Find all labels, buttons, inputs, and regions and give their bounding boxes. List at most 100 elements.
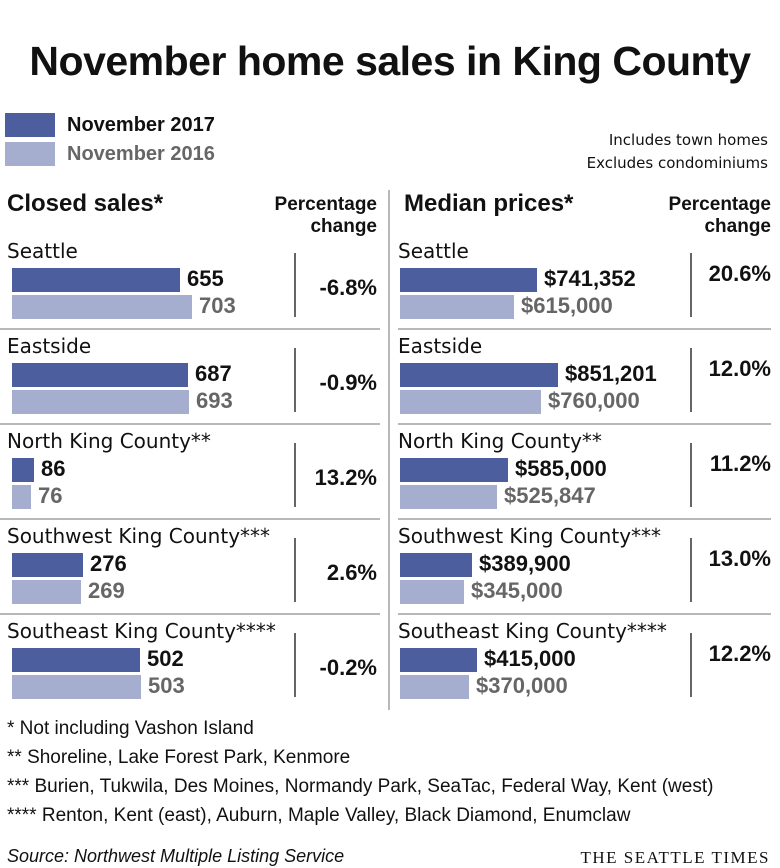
category-label: North King County** (398, 429, 602, 453)
percent-change-value: -6.8% (319, 275, 377, 300)
percent-change-value: -0.9% (319, 370, 377, 395)
percent-divider (690, 443, 692, 507)
value-label-2017: $415,000 (484, 646, 576, 671)
panel-title: Closed sales* (7, 190, 164, 217)
row-separator (398, 518, 771, 520)
bar-2017 (12, 553, 83, 577)
value-label-2016: $525,847 (504, 483, 596, 508)
chart-row: North King County** 86 76 13.2% (0, 423, 380, 524)
note-excludes: Excludes condominiums (586, 154, 768, 172)
row-separator (0, 613, 380, 615)
value-label-2016: 76 (38, 483, 63, 508)
value-label-2017: $585,000 (515, 456, 607, 481)
bar-2017 (12, 648, 140, 672)
percent-change-value: 13.0% (708, 546, 771, 571)
percent-change-value: 2.6% (326, 560, 377, 585)
chart-title: November home sales in King County (29, 38, 751, 84)
value-label-2017: $389,900 (479, 551, 571, 576)
value-label-2016: 703 (199, 293, 236, 318)
panel-median-prices: Median prices* Percentage change Seattle… (398, 190, 771, 710)
chart-row: Southwest King County*** 276 269 2.6% (0, 518, 380, 619)
panel-title: Median prices* (404, 190, 574, 217)
percent-change-value: 12.0% (708, 356, 771, 381)
value-label-2017: $851,201 (565, 361, 657, 386)
chart-row: Southeast King County**** $415,000 $370,00… (398, 613, 771, 714)
bar-2017 (400, 458, 508, 482)
percent-divider (690, 633, 692, 697)
percent-change-value: 11.2% (709, 451, 771, 476)
category-label: Southwest King County*** (398, 524, 662, 548)
percent-change-header-line2: change (704, 216, 771, 237)
panel-closed-sales: Closed sales* Percentage change Seattle 6… (0, 190, 380, 710)
percent-divider (294, 253, 296, 317)
percent-divider (294, 443, 296, 507)
legend-swatch-2016 (5, 142, 55, 166)
percent-divider (294, 633, 296, 697)
bar-2017 (12, 268, 180, 292)
bar-2016 (400, 295, 514, 319)
category-label: Eastside (398, 334, 483, 358)
value-label-2016: $760,000 (548, 388, 640, 413)
chart-row: Eastside $851,201 $760,000 12.0% (398, 328, 771, 429)
bar-2017 (400, 268, 537, 292)
bar-2017 (12, 458, 34, 482)
percent-change-header-line1: Percentage (274, 194, 377, 215)
note-includes: Includes town homes (608, 131, 768, 149)
bar-2016 (400, 675, 469, 699)
percent-divider (690, 348, 692, 412)
percent-divider (294, 538, 296, 602)
legend-item-2017: November 2017 (5, 112, 215, 138)
legend-label-2017: November 2017 (67, 113, 215, 136)
footnote-1: * Not including Vashon Island (7, 718, 254, 739)
category-label: Seattle (7, 239, 78, 263)
bar-2016 (400, 580, 464, 604)
chart-row: Southwest King County*** $389,900 $345,000… (398, 518, 771, 619)
footnote-2: ** Shoreline, Lake Forest Park, Kenmore (7, 747, 351, 768)
value-label-2016: $345,000 (471, 578, 563, 603)
chart-row: Eastside 687 693 -0.9% (0, 328, 380, 429)
bar-2017 (12, 363, 188, 387)
bar-2016 (12, 580, 81, 604)
value-label-2017: 86 (41, 456, 66, 481)
value-label-2016: $370,000 (476, 673, 568, 698)
value-label-2016: $615,000 (521, 293, 613, 318)
category-label: Eastside (7, 334, 92, 358)
bar-2017 (400, 648, 477, 672)
category-label: Seattle (398, 239, 469, 263)
source-credit: Source: Northwest Multiple Listing Servi… (7, 846, 345, 866)
percent-change-value: -0.2% (319, 655, 377, 680)
legend-item-2016: November 2016 (5, 141, 215, 167)
bar-2016 (400, 390, 541, 414)
row-separator (398, 613, 771, 615)
chart-row: Southeast King County**** 502 503 -0.2% (0, 613, 380, 714)
category-label: North King County** (7, 429, 211, 453)
column-divider (388, 190, 390, 710)
percent-divider (294, 348, 296, 412)
chart-row: Seattle $741,352 $615,000 20.6% (398, 239, 771, 334)
percent-divider (690, 538, 692, 602)
percent-change-value: 12.2% (708, 641, 771, 666)
row-separator (0, 328, 380, 330)
value-label-2016: 503 (148, 673, 185, 698)
bar-2016 (12, 485, 31, 509)
value-label-2016: 693 (196, 388, 233, 413)
percent-change-value: 13.2% (314, 465, 377, 490)
row-separator (398, 328, 771, 330)
percent-change-header: Percentage change (669, 194, 771, 238)
bar-2017 (400, 363, 558, 387)
chart-row: North King County** $585,000 $525,847 11.2% (398, 423, 771, 524)
percent-change-header-line2: change (310, 216, 377, 237)
legend-swatch-2017 (5, 113, 55, 137)
percent-change-header: Percentage change (275, 194, 377, 238)
legend-label-2016: November 2016 (67, 142, 215, 165)
footnote-3: *** Burien, Tukwila, Des Moines, Normand… (7, 776, 714, 797)
value-label-2017: 687 (195, 361, 232, 386)
value-label-2017: 276 (90, 551, 127, 576)
bar-2017 (400, 553, 472, 577)
value-label-2017: 502 (147, 646, 184, 671)
publisher-logo: THE SEATTLE TIMES (580, 848, 770, 867)
percent-divider (690, 253, 692, 317)
footnote-4: **** Renton, Kent (east), Auburn, Maple … (7, 805, 631, 826)
percent-change-header-line1: Percentage (668, 194, 771, 215)
bar-2016 (12, 675, 141, 699)
